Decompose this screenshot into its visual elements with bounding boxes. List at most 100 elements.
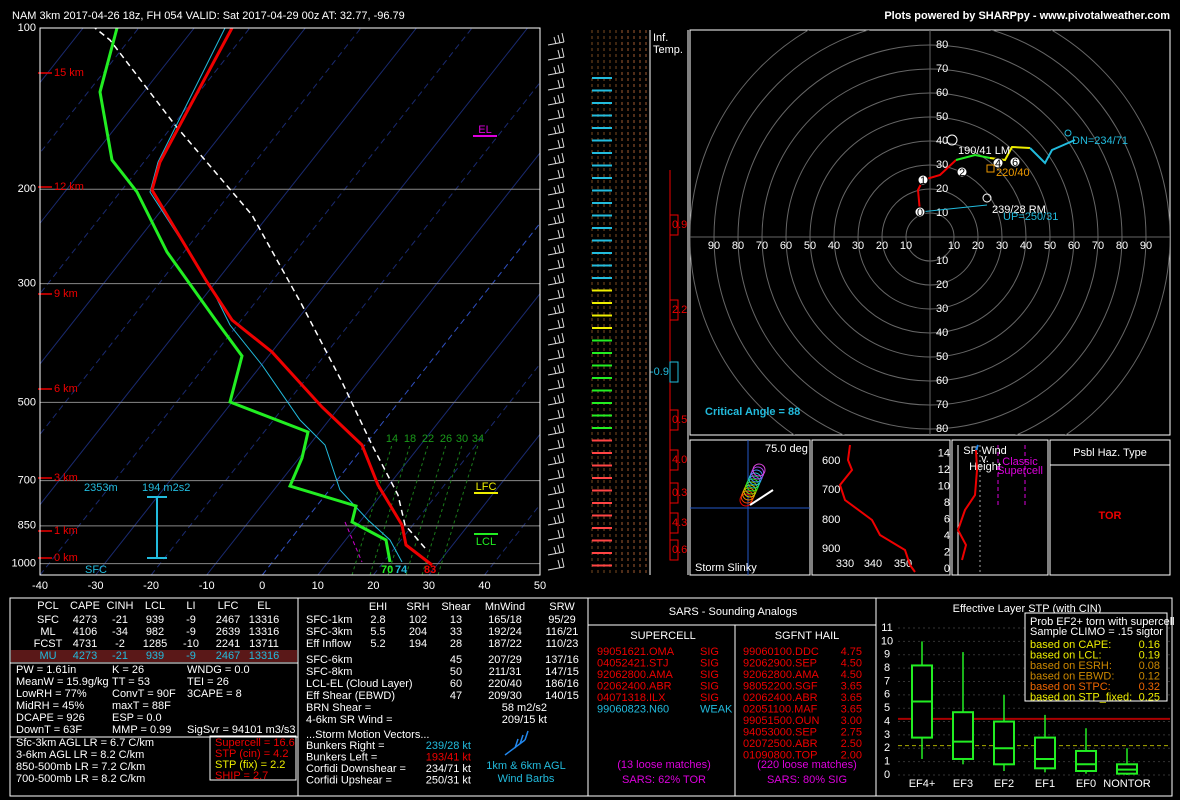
hodo-height-label: 6 xyxy=(1012,157,1018,169)
kin-value: 209/15 kt xyxy=(502,714,547,726)
sfc-temp: 83 xyxy=(424,564,436,576)
wind-barb xyxy=(561,497,565,508)
sr-wind-frame xyxy=(951,439,1049,576)
wind-barb xyxy=(561,107,565,118)
sars-match: SIG xyxy=(700,692,719,704)
mixing-ratio-label: 30 xyxy=(456,433,468,445)
parcel-cell: ML xyxy=(40,626,55,638)
parcel-cell: -10 xyxy=(183,638,199,650)
stp-box xyxy=(1034,736,1056,770)
sars-title: SARS - Sounding Analogs xyxy=(669,606,798,618)
title: NAM 3km 2017-04-26 18z, FH 054 VALID: Sa… xyxy=(12,10,405,22)
critical-angle: Critical Angle = 88 xyxy=(705,406,800,418)
kin-cell: 13 xyxy=(450,614,462,626)
isotherm xyxy=(40,28,306,365)
inf-temp-bar xyxy=(669,539,679,561)
sars-match: 99051621.OMA xyxy=(597,646,675,658)
kin-cell: 192/24 xyxy=(488,626,522,638)
wind-barb xyxy=(553,396,557,405)
hodo-height-marker xyxy=(917,174,929,186)
parcel-cell: SFC xyxy=(37,614,59,626)
sr-trace xyxy=(956,449,979,561)
kin-cell: 50 xyxy=(450,666,462,678)
kin-cell: 45 xyxy=(450,654,462,666)
parcel-header: PCL xyxy=(37,600,58,612)
sars-match: 92062800.AMA xyxy=(597,669,673,681)
parcel-cell: 1285 xyxy=(143,638,167,650)
inflow-base: SFC xyxy=(85,564,107,576)
wind-barb xyxy=(553,246,557,255)
temp-label: 30 xyxy=(423,580,435,592)
wind-barb xyxy=(553,516,557,525)
stp-legend xyxy=(1024,612,1168,702)
index: DownT = 63F xyxy=(16,724,82,736)
height-label: 12 km xyxy=(54,181,84,193)
wind-barb xyxy=(561,362,565,373)
wind-barb xyxy=(557,169,561,179)
hodo-label: 40 xyxy=(1020,240,1032,252)
wind-barb xyxy=(561,167,565,178)
sr-note: Classic xyxy=(1002,456,1038,468)
hodo-label: 50 xyxy=(936,111,948,123)
index: PW = 1.61in xyxy=(16,664,76,676)
stp-legend-label: based on STP_fixed: xyxy=(1030,691,1132,703)
inf-temp-value: -0.9 xyxy=(650,366,669,378)
mixing-ratio-label: 18 xyxy=(404,433,416,445)
parcel-cell: 13316 xyxy=(249,614,280,626)
wind-barb xyxy=(553,306,557,315)
wind-barb xyxy=(561,92,565,103)
parcel-cell: 4273 xyxy=(73,650,97,662)
wind-barb xyxy=(557,469,561,479)
hodo-label: 30 xyxy=(936,159,948,171)
inf-temp-bar xyxy=(669,361,679,383)
wind-barb xyxy=(561,197,565,208)
sars-match: 99060823.N60 xyxy=(597,703,669,715)
hodo-label: 10 xyxy=(936,207,948,219)
sars-match: 98052200.SGF xyxy=(743,680,818,692)
lapse-rate: 850-500mb LR = 7.2 C/km xyxy=(16,761,145,773)
theta-e-pressure: 900 xyxy=(822,543,840,555)
index: K = 26 xyxy=(112,664,144,676)
bottom-frame xyxy=(9,597,1173,797)
wind-barb xyxy=(557,154,561,164)
stp-tick-label: 8 xyxy=(884,662,890,674)
wind-barb xyxy=(561,557,565,568)
kin-cell: 140/15 xyxy=(545,690,579,702)
wind-barb xyxy=(557,439,561,449)
pressure-label: 500 xyxy=(18,396,36,408)
mixing-ratio xyxy=(421,444,463,575)
hodo-label: 80 xyxy=(1116,240,1128,252)
wind-barb xyxy=(547,416,565,421)
composite: SHIP = 2.7 xyxy=(215,770,268,782)
isotherm xyxy=(206,152,540,575)
kin-cell: 110/23 xyxy=(546,638,579,650)
composite: STP (cin) = 4.2 xyxy=(215,748,288,760)
parcel-cell: 13316 xyxy=(249,626,280,638)
isotherm xyxy=(40,28,84,84)
stp-legend-value: 0.16 xyxy=(1139,639,1160,651)
inflow-title: Inf. xyxy=(653,32,668,44)
isotherm xyxy=(40,28,362,436)
index: 3CAPE = 8 xyxy=(187,688,242,700)
credit: Plots powered by SHARPpy - www.pivotalwe… xyxy=(884,10,1170,22)
sfc-dewpoint: 70 xyxy=(381,564,393,576)
sars-match: 2.75 xyxy=(841,726,862,738)
kin-cell: 2.8 xyxy=(370,614,385,626)
mixing-ratio xyxy=(387,444,429,575)
wind-barb xyxy=(553,456,557,465)
barb-icon xyxy=(519,734,524,745)
index: MeanW = 15.9g/kg xyxy=(16,676,109,688)
sars-match: 2.00 xyxy=(841,749,862,761)
parcel-cell: -9 xyxy=(186,650,196,662)
kin-cell: 60 xyxy=(450,678,462,690)
stp-legend-value: 0.08 xyxy=(1139,660,1160,672)
inf-temp-value: 0.6 xyxy=(672,544,687,556)
wind-barb xyxy=(553,66,557,75)
isotherm xyxy=(150,81,540,575)
composite: STP (fix) = 2.2 xyxy=(215,759,285,771)
inf-temp-value: 4.0 xyxy=(672,454,687,466)
stp-legend-value: 0.19 xyxy=(1139,649,1160,661)
hodo-label: 50 xyxy=(804,240,816,252)
wind-barb xyxy=(561,242,565,253)
kin-header: EHI xyxy=(369,601,387,613)
